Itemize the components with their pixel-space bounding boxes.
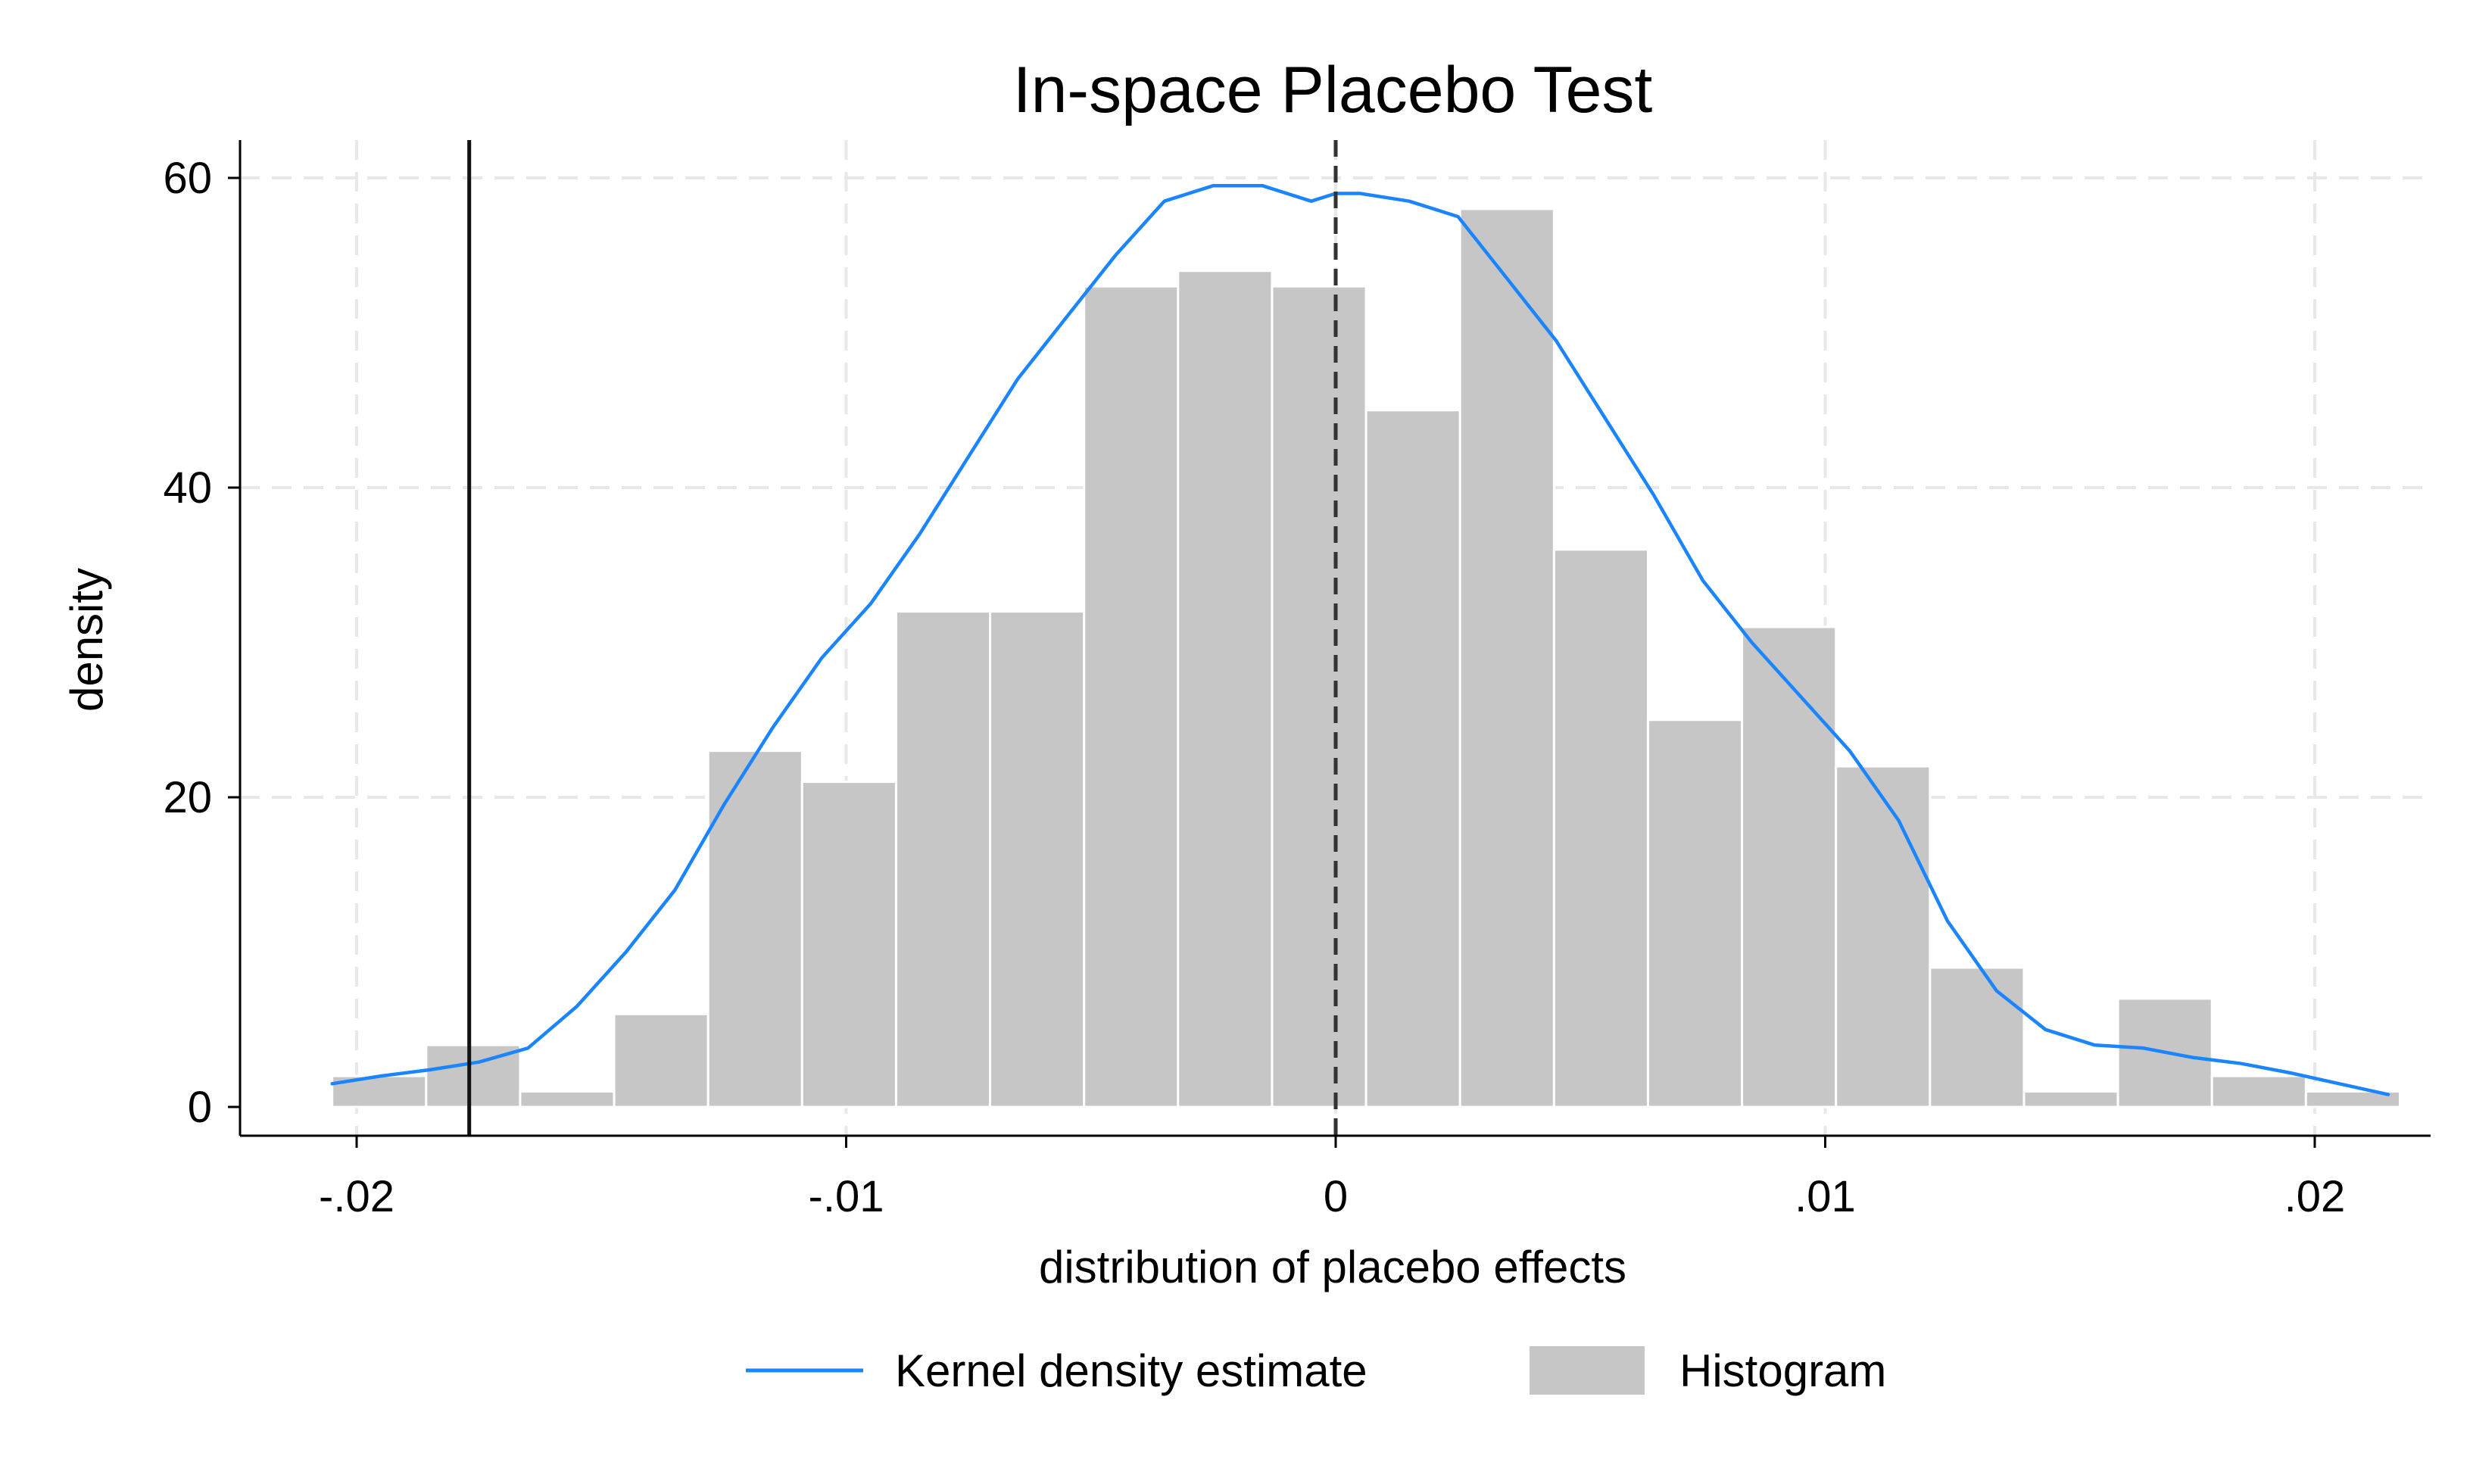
x-axis-ticks: -.02 -.01 0 .01 .02 [319, 1136, 2345, 1221]
histogram-bar [800, 781, 897, 1108]
x-tick-label: -.02 [319, 1172, 394, 1221]
legend-histogram-swatch [1530, 1346, 1645, 1395]
y-tick-label: 20 [163, 773, 212, 822]
legend: Kernel density estimate Histogram [746, 1345, 1886, 1396]
histogram-bar [1741, 625, 1838, 1108]
histogram-bar [1646, 719, 1744, 1108]
histogram-bar [1364, 409, 1461, 1108]
histogram-bars [331, 207, 2401, 1108]
x-tick-label: .02 [2284, 1172, 2346, 1221]
histogram-bar [1271, 285, 1367, 1108]
legend-kde-label: Kernel density estimate [895, 1345, 1367, 1396]
x-tick-label: .01 [1795, 1172, 1856, 1221]
histogram-bar [613, 1012, 709, 1108]
histogram-bar [989, 610, 1086, 1108]
kernel-density-line [330, 183, 2390, 1096]
histogram-bar [1835, 765, 1932, 1108]
y-axis-ticks: 0 20 40 60 [163, 154, 240, 1132]
histogram-bar [2210, 1074, 2307, 1108]
histogram-bar [519, 1090, 616, 1108]
y-tick-label: 40 [163, 463, 212, 513]
x-tick-label: -.01 [809, 1172, 884, 1221]
histogram-bar [894, 610, 992, 1108]
histogram-bar [1552, 548, 1649, 1108]
legend-histogram-label: Histogram [1679, 1345, 1886, 1396]
histogram-bar [2022, 1090, 2119, 1108]
histogram-bar [1177, 270, 1274, 1108]
histogram-bar [706, 750, 803, 1108]
chart-title: In-space Placebo Test [1013, 54, 1653, 126]
histogram-bar [2304, 1090, 2401, 1108]
histogram-bar [1458, 207, 1555, 1108]
histogram-bar [1929, 966, 2025, 1108]
x-tick-label: 0 [1324, 1172, 1348, 1221]
x-axis-label: distribution of placebo effects [1039, 1242, 1626, 1292]
y-axis-label: density [61, 568, 112, 712]
reference-lines [467, 140, 1338, 1136]
y-tick-label: 0 [188, 1083, 212, 1132]
y-tick-label: 60 [163, 154, 212, 203]
histogram-bar [1083, 285, 1180, 1108]
